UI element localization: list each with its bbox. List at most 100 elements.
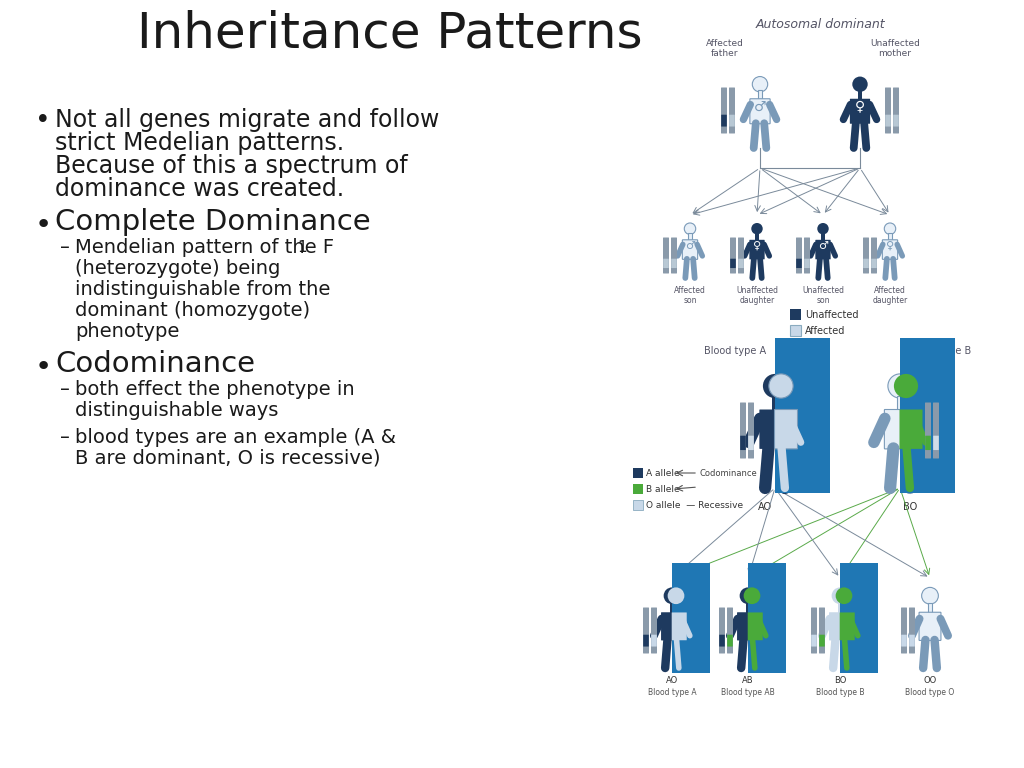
Text: B are dominant, O is recessive): B are dominant, O is recessive) (75, 449, 381, 468)
Text: –: – (60, 238, 70, 257)
Text: •: • (35, 353, 52, 381)
Circle shape (668, 588, 684, 604)
FancyBboxPatch shape (682, 240, 697, 260)
Text: (heterozygote) being: (heterozygote) being (75, 259, 281, 278)
FancyBboxPatch shape (893, 114, 899, 127)
FancyBboxPatch shape (774, 409, 798, 449)
Circle shape (739, 588, 757, 604)
FancyBboxPatch shape (933, 435, 939, 450)
FancyBboxPatch shape (815, 240, 830, 260)
Circle shape (817, 223, 828, 234)
Bar (756, 233, 759, 240)
FancyBboxPatch shape (933, 402, 939, 458)
FancyBboxPatch shape (663, 237, 669, 273)
FancyBboxPatch shape (909, 634, 914, 647)
Bar (748, 563, 786, 673)
Text: •: • (35, 108, 50, 134)
FancyBboxPatch shape (671, 259, 677, 268)
FancyBboxPatch shape (740, 435, 745, 450)
Text: Unaffected
mother: Unaffected mother (870, 38, 920, 58)
Text: Affected: Affected (805, 326, 846, 336)
FancyBboxPatch shape (850, 99, 870, 124)
FancyBboxPatch shape (729, 88, 735, 134)
Text: dominant (homozygote): dominant (homozygote) (75, 301, 310, 320)
Bar (790, 325, 801, 336)
FancyBboxPatch shape (829, 612, 851, 641)
Text: ♂: ♂ (818, 241, 828, 251)
FancyBboxPatch shape (893, 88, 899, 134)
Text: both effect the phenotype in: both effect the phenotype in (75, 380, 354, 399)
Text: ♂: ♂ (685, 241, 695, 251)
Bar (633, 500, 643, 510)
FancyBboxPatch shape (760, 409, 791, 449)
FancyBboxPatch shape (863, 237, 869, 273)
Text: Blood type B: Blood type B (816, 688, 864, 697)
Text: Blood type AB: Blood type AB (721, 688, 775, 697)
Circle shape (684, 223, 695, 234)
Text: A allele: A allele (646, 468, 680, 478)
Text: BO: BO (834, 676, 846, 685)
FancyBboxPatch shape (729, 114, 735, 127)
Bar (838, 603, 843, 613)
Bar (775, 338, 830, 493)
FancyBboxPatch shape (727, 634, 733, 647)
Text: distinguishable ways: distinguishable ways (75, 401, 279, 420)
FancyBboxPatch shape (819, 634, 824, 647)
FancyBboxPatch shape (727, 607, 733, 654)
Circle shape (885, 223, 896, 234)
Text: Not all genes migrate and follow: Not all genes migrate and follow (55, 108, 439, 132)
Text: O allele  — Recessive: O allele — Recessive (646, 501, 743, 509)
Text: Complete Dominance: Complete Dominance (55, 208, 371, 236)
Text: 1: 1 (297, 240, 306, 255)
Bar (900, 338, 955, 493)
FancyBboxPatch shape (671, 237, 677, 273)
FancyBboxPatch shape (883, 240, 898, 260)
FancyBboxPatch shape (672, 612, 687, 641)
FancyBboxPatch shape (920, 612, 941, 641)
Text: ♀: ♀ (886, 241, 894, 251)
FancyBboxPatch shape (796, 237, 802, 273)
Circle shape (894, 374, 919, 398)
Circle shape (752, 223, 763, 234)
FancyBboxPatch shape (748, 612, 763, 641)
Text: AO: AO (666, 676, 678, 685)
FancyBboxPatch shape (750, 99, 770, 124)
Circle shape (743, 588, 761, 604)
Text: ♀: ♀ (753, 241, 761, 251)
FancyBboxPatch shape (901, 634, 907, 647)
FancyBboxPatch shape (750, 240, 765, 260)
FancyBboxPatch shape (730, 237, 736, 273)
Text: dominance was created.: dominance was created. (55, 177, 344, 201)
Text: Inheritance Patterns: Inheritance Patterns (137, 9, 643, 57)
Circle shape (664, 588, 680, 604)
FancyBboxPatch shape (651, 634, 656, 647)
FancyBboxPatch shape (797, 259, 802, 268)
FancyBboxPatch shape (871, 259, 877, 268)
Text: Mendelian pattern of the F: Mendelian pattern of the F (75, 238, 334, 257)
Text: Codominance: Codominance (55, 350, 255, 378)
Text: •: • (35, 211, 52, 239)
Text: Blood type A: Blood type A (648, 688, 696, 697)
Circle shape (753, 77, 768, 92)
FancyBboxPatch shape (926, 435, 931, 450)
FancyBboxPatch shape (740, 402, 746, 458)
Circle shape (769, 374, 794, 398)
Bar (772, 396, 778, 410)
Bar (758, 91, 762, 99)
Text: Blood type B: Blood type B (909, 346, 971, 356)
Text: Affected
daughter: Affected daughter (872, 286, 907, 306)
FancyBboxPatch shape (909, 607, 915, 654)
FancyBboxPatch shape (721, 88, 727, 134)
Circle shape (763, 374, 787, 398)
Circle shape (831, 588, 848, 604)
Bar (633, 468, 643, 478)
Text: AO: AO (758, 502, 772, 512)
FancyBboxPatch shape (819, 607, 825, 654)
Text: B allele: B allele (646, 485, 680, 494)
FancyBboxPatch shape (885, 88, 891, 134)
FancyBboxPatch shape (899, 409, 923, 449)
Circle shape (922, 588, 938, 604)
FancyBboxPatch shape (840, 612, 855, 641)
Text: AB: AB (742, 676, 754, 685)
Bar (745, 603, 751, 613)
